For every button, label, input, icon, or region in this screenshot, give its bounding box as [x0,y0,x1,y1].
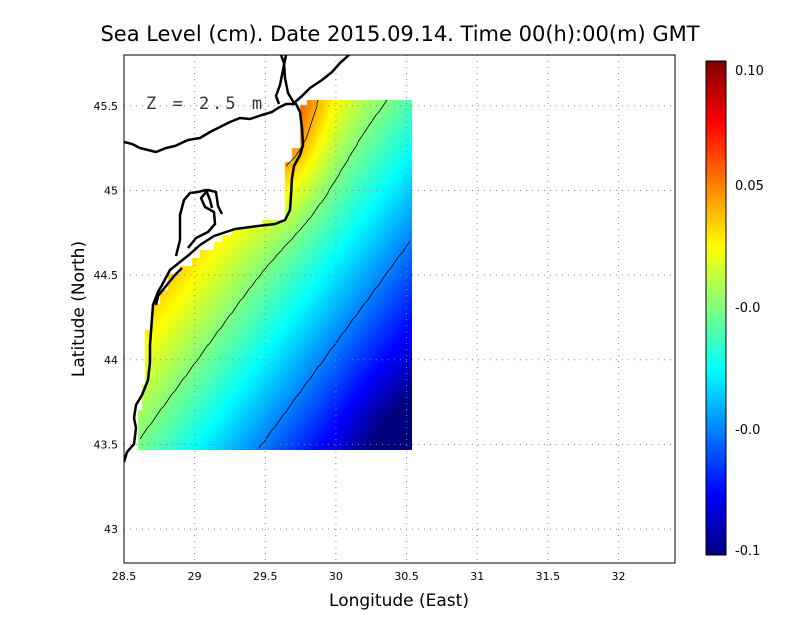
x-tick-label: 31 [470,570,484,583]
danube-delta-channel-2 [187,188,224,249]
plot-frame [123,54,676,564]
colorbar-tick-label: 0.10 [735,64,764,79]
y-tick-label: 43.5 [94,438,119,451]
colorbar-tick-labels: 0.10 0.05 -0.0 -0.0 -0.1 [735,64,764,559]
x-tick-label: 28.5 [112,570,137,583]
coastline-north [279,55,350,105]
y-tick-label: 44.5 [94,269,119,282]
bay-inlet [274,55,288,105]
chart-title: Sea Level (cm). Date 2015.09.14. Time 00… [100,22,699,46]
y-tick-label: 45 [104,184,118,197]
y-tick-label: 44 [104,354,118,367]
x-tick-label: 30.5 [394,570,419,583]
x-tick-label: 32 [611,570,625,583]
x-tick-label: 30 [329,570,343,583]
colorbar-tick-label: -0.1 [735,544,760,559]
contour-line [258,240,411,449]
y-tick-labels: 43 43.5 44 44.5 45 45.5 [94,100,119,536]
colorbar-tick-label: 0.05 [735,179,764,194]
colorbar-tick-label: -0.0 [735,301,760,316]
colorbar [705,60,727,556]
contour-line [139,99,388,440]
x-tick-label: 29.5 [253,570,278,583]
coastline [124,55,350,463]
x-tick-labels: 28.5 29 29.5 30 30.5 31 31.5 32 [112,570,626,583]
danube-delta-channel-1 [174,190,199,257]
x-axis-label: Longitude (East) [329,591,469,611]
colorbar-tick-label: -0.0 [735,423,760,438]
y-tick-label: 43 [104,523,118,536]
x-tick-label: 31.5 [536,570,561,583]
y-tick-label: 45.5 [94,100,119,113]
contour-lines [139,99,411,449]
y-axis-label: Latitude (North) [69,241,89,377]
razelm-lagoon [154,267,183,306]
depth-annotation: Z = 2.5 m [146,94,265,114]
x-tick-label: 29 [188,570,202,583]
contour-line [285,99,319,167]
coastline-mainland [124,102,305,463]
danube-delta-channel-3 [197,188,214,209]
